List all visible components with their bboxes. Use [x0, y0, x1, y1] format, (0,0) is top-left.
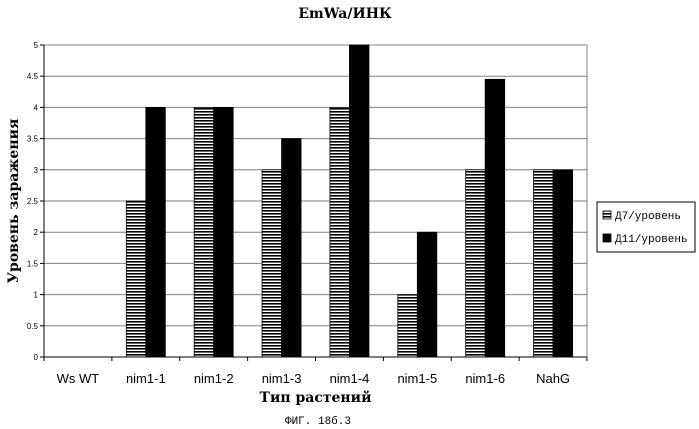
bar-d11-nim1-6 — [485, 79, 505, 357]
legend-swatch-d7 — [603, 211, 611, 219]
y-tick-label: 4.5 — [27, 72, 39, 81]
y-tick-label: 3.5 — [27, 135, 39, 144]
bar-d11-nim1-1 — [146, 107, 166, 357]
gridlines — [44, 45, 587, 326]
y-axis-ticks: 0 0.5 1 1.5 2 2.5 3 3.5 4 4.5 5 — [27, 41, 44, 362]
x-tick-label: nim1-4 — [330, 371, 370, 386]
x-tick-label: nim1-5 — [397, 371, 437, 386]
x-tick-label: nim1-2 — [194, 371, 234, 386]
bar-d11-nim1-2 — [214, 107, 234, 357]
y-tick-label: 4 — [34, 103, 39, 112]
chart-title: EmWa/ИНК — [298, 6, 392, 22]
bar-d7-nim1-2 — [194, 107, 214, 357]
x-tick-label: nim1-6 — [465, 371, 505, 386]
y-tick-label: 1.5 — [27, 259, 39, 268]
y-tick-label: 0.5 — [27, 322, 39, 331]
bar-d7-nahg — [534, 170, 554, 357]
legend-label-d11: Д11/уровень — [615, 234, 688, 246]
y-tick-label: 1 — [34, 291, 39, 300]
bar-d7-nim1-6 — [466, 170, 486, 357]
y-tick-label: 2 — [34, 228, 39, 237]
x-axis-ticks: Ws WT nim1-1 nim1-2 nim1-3 nim1-4 nim1-5 nim1-… — [44, 357, 587, 386]
bar-d7-nim1-4 — [330, 107, 350, 357]
bar-d11-nim1-4 — [349, 45, 369, 357]
bar-d11-nim1-5 — [417, 232, 437, 357]
figure-caption: ФИГ. 18б.3 — [285, 415, 351, 428]
x-tick-label: NahG — [536, 371, 570, 386]
legend-label-d7: Д7/уровень — [615, 211, 681, 223]
legend-swatch-d11 — [603, 234, 611, 242]
bar-d11-nahg — [553, 170, 573, 357]
legend: Д7/уровень Д11/уровень — [597, 202, 695, 252]
bar-d11-nim1-3 — [282, 139, 302, 357]
bar-d7-nim1-3 — [262, 170, 282, 357]
y-tick-label: 3 — [34, 166, 39, 175]
bar-d7-nim1-1 — [126, 201, 146, 357]
x-tick-label: Ws WT — [57, 371, 100, 386]
y-tick-label: 2.5 — [27, 197, 39, 206]
x-tick-label: nim1-1 — [126, 371, 166, 386]
x-tick-label: nim1-3 — [262, 371, 302, 386]
bar-d7-nim1-5 — [398, 295, 418, 357]
x-axis-title: Тип растений — [260, 389, 372, 406]
plot-area — [44, 45, 587, 357]
y-tick-label: 5 — [34, 41, 39, 50]
y-axis-title: Уровень заражения — [6, 119, 22, 284]
y-tick-label: 0 — [34, 353, 39, 362]
